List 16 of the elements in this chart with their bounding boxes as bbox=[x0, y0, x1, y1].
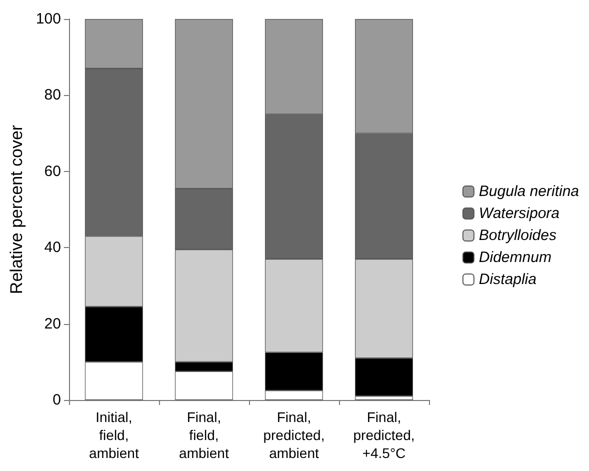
y-axis-title: Relative percent cover bbox=[7, 124, 26, 294]
y-tick-label: 20 bbox=[44, 315, 61, 332]
x-tick-label: Final, field, ambient bbox=[179, 409, 229, 461]
legend-label: Bugula neritina bbox=[478, 183, 580, 200]
y-tick-label: 100 bbox=[36, 10, 61, 28]
x-tick-label: Initial, field, ambient bbox=[89, 409, 139, 461]
y-tick-label: 80 bbox=[44, 86, 61, 104]
x-tick-label: Final, predicted, ambient bbox=[263, 409, 325, 461]
y-tick-label: 40 bbox=[44, 239, 61, 256]
y-tick-label: 60 bbox=[44, 162, 61, 180]
legend-label: Botrylloides bbox=[478, 227, 557, 244]
x-tick-label: Final, predicted, +4.5°C bbox=[353, 409, 415, 461]
legend-label: Didemnum bbox=[478, 249, 552, 266]
y-tick-label: 0 bbox=[52, 392, 61, 408]
legend-label: Watersipora bbox=[478, 205, 560, 222]
legend-label: Distaplia bbox=[478, 271, 536, 288]
